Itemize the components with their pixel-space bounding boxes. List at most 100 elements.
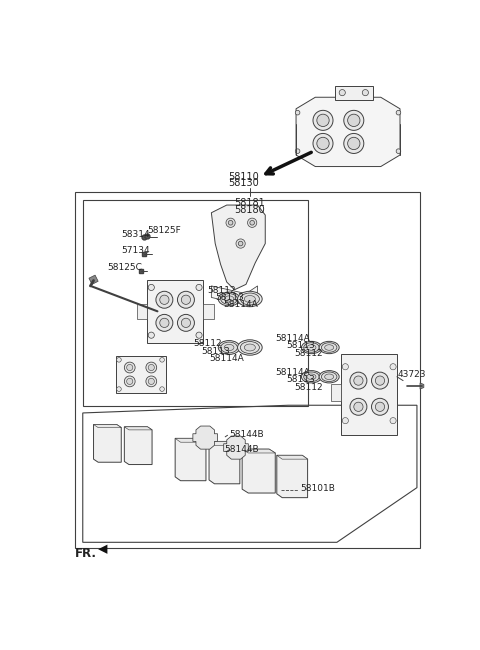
Circle shape: [348, 137, 360, 150]
Text: 58112: 58112: [193, 339, 222, 348]
Circle shape: [344, 133, 364, 153]
Circle shape: [148, 365, 155, 370]
Polygon shape: [193, 426, 217, 449]
Ellipse shape: [240, 293, 259, 305]
Circle shape: [160, 318, 169, 328]
Ellipse shape: [244, 296, 255, 302]
Ellipse shape: [324, 344, 334, 350]
Polygon shape: [209, 441, 240, 445]
Polygon shape: [242, 449, 275, 493]
Bar: [147, 280, 203, 343]
Text: 58114A: 58114A: [275, 368, 310, 376]
Text: 58113: 58113: [215, 293, 244, 302]
Polygon shape: [89, 275, 98, 284]
Circle shape: [146, 376, 156, 387]
Ellipse shape: [319, 341, 339, 354]
Circle shape: [375, 402, 384, 411]
Text: 58112: 58112: [295, 349, 323, 358]
Circle shape: [344, 111, 364, 131]
Ellipse shape: [224, 296, 234, 302]
Circle shape: [354, 376, 363, 385]
Circle shape: [124, 362, 135, 373]
Circle shape: [148, 378, 155, 384]
Bar: [75, 192, 420, 548]
Bar: [331, 384, 341, 402]
Circle shape: [156, 315, 173, 332]
Ellipse shape: [301, 341, 322, 354]
Circle shape: [238, 241, 243, 246]
Circle shape: [228, 220, 233, 225]
Text: 58113: 58113: [201, 347, 230, 356]
Circle shape: [196, 332, 202, 338]
Text: 58125F: 58125F: [147, 226, 181, 235]
Ellipse shape: [324, 374, 334, 380]
Ellipse shape: [307, 344, 316, 350]
Circle shape: [160, 295, 169, 304]
Polygon shape: [94, 424, 121, 428]
Bar: [137, 304, 147, 319]
Text: 58101B: 58101B: [300, 484, 335, 493]
Circle shape: [372, 398, 388, 415]
Text: 58114A: 58114A: [209, 354, 244, 363]
Polygon shape: [175, 438, 206, 481]
Polygon shape: [175, 438, 206, 442]
Circle shape: [313, 133, 333, 153]
Text: 58125C: 58125C: [108, 263, 142, 272]
Text: 58114A: 58114A: [275, 333, 310, 343]
Ellipse shape: [304, 372, 319, 382]
Circle shape: [396, 111, 401, 115]
Bar: [335, 86, 373, 99]
Polygon shape: [296, 98, 400, 166]
Circle shape: [317, 114, 329, 127]
Polygon shape: [209, 441, 240, 484]
Circle shape: [146, 362, 156, 373]
Polygon shape: [211, 205, 265, 290]
Bar: [83, 200, 308, 406]
Ellipse shape: [244, 344, 255, 351]
Polygon shape: [211, 286, 258, 305]
Circle shape: [342, 417, 348, 424]
Circle shape: [160, 358, 164, 362]
Circle shape: [127, 378, 133, 384]
Text: 58112: 58112: [207, 286, 236, 295]
Polygon shape: [124, 427, 152, 465]
Circle shape: [156, 291, 173, 308]
Ellipse shape: [319, 370, 339, 383]
Circle shape: [226, 218, 235, 227]
Circle shape: [317, 137, 329, 150]
Circle shape: [181, 318, 191, 328]
Circle shape: [250, 220, 254, 225]
Text: 57134: 57134: [121, 246, 150, 255]
Text: 58144B: 58144B: [229, 430, 264, 439]
Circle shape: [295, 149, 300, 153]
Circle shape: [339, 90, 345, 96]
Circle shape: [350, 398, 367, 415]
Ellipse shape: [238, 340, 262, 355]
Circle shape: [342, 363, 348, 370]
Circle shape: [148, 332, 155, 338]
Text: 58144B: 58144B: [225, 445, 259, 454]
Text: 58114A: 58114A: [223, 300, 258, 309]
Text: 58113: 58113: [286, 375, 315, 384]
Circle shape: [295, 111, 300, 115]
Text: 58180: 58180: [234, 205, 265, 214]
Text: 43723: 43723: [398, 370, 426, 379]
Circle shape: [390, 417, 396, 424]
Text: 58113: 58113: [286, 341, 315, 350]
Ellipse shape: [221, 342, 238, 353]
Ellipse shape: [238, 291, 262, 307]
Text: 58130: 58130: [228, 179, 259, 188]
Polygon shape: [94, 424, 121, 462]
Polygon shape: [242, 449, 275, 453]
Bar: [116, 356, 166, 393]
Ellipse shape: [304, 343, 319, 352]
Bar: [203, 304, 214, 319]
Circle shape: [313, 111, 333, 131]
Text: 58314: 58314: [121, 230, 150, 239]
Ellipse shape: [221, 294, 238, 304]
Polygon shape: [98, 545, 108, 554]
Ellipse shape: [240, 341, 259, 354]
Polygon shape: [420, 383, 424, 389]
Ellipse shape: [301, 370, 322, 383]
Circle shape: [354, 402, 363, 411]
